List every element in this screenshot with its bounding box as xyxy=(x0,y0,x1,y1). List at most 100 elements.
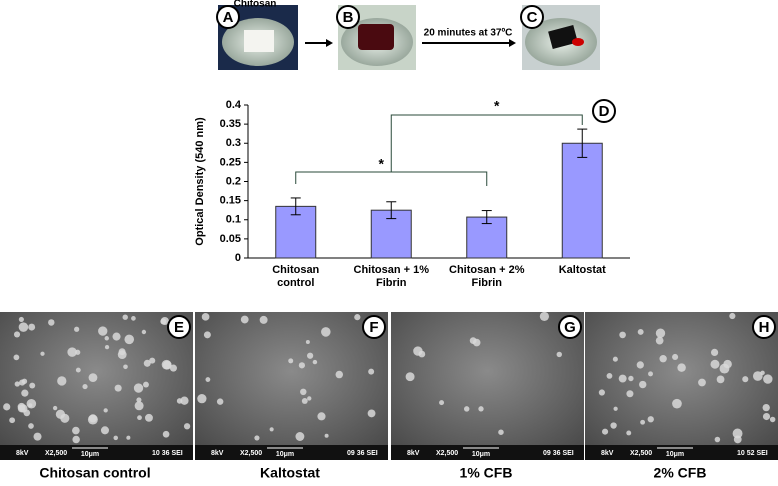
panel-label: G xyxy=(564,319,576,336)
cell xyxy=(13,354,20,361)
cell xyxy=(136,397,142,403)
cell xyxy=(74,326,80,332)
cell xyxy=(602,428,609,435)
cell xyxy=(103,408,108,413)
panel-label: A xyxy=(223,9,234,26)
cell xyxy=(606,373,613,379)
sem-panel: 8kV X2,500 10μm 09 36 SEI G xyxy=(391,311,584,460)
cell xyxy=(335,370,344,379)
cell xyxy=(145,413,153,422)
cell xyxy=(307,396,312,401)
cell xyxy=(677,363,686,372)
cell xyxy=(183,423,191,430)
cell xyxy=(413,346,423,356)
significance: * xyxy=(494,98,500,114)
blood-clot xyxy=(358,24,394,50)
cell xyxy=(21,389,29,397)
cell xyxy=(14,381,20,387)
y-tick-label: 0 xyxy=(235,252,241,264)
cell xyxy=(216,398,224,405)
cell xyxy=(9,417,16,424)
x-tick-label-box: Chitosan + 2% Fibrin xyxy=(449,264,525,289)
cell xyxy=(306,352,314,359)
cell xyxy=(762,403,770,412)
cell xyxy=(197,394,207,404)
cell xyxy=(205,377,211,382)
cell xyxy=(269,427,274,432)
panel-label: H xyxy=(759,319,770,336)
cell xyxy=(72,426,80,435)
cell xyxy=(648,371,653,377)
cell xyxy=(733,435,742,444)
cell xyxy=(104,336,109,341)
y-tick-label: 0.35 xyxy=(220,118,241,130)
cell xyxy=(123,364,128,370)
cell xyxy=(463,406,470,412)
sem-info-bar xyxy=(0,445,193,460)
cell xyxy=(763,374,773,384)
cell xyxy=(131,316,136,321)
y-tick-label: 0.3 xyxy=(226,137,241,149)
cell xyxy=(149,357,156,364)
cell xyxy=(637,328,644,335)
sem-image xyxy=(391,312,584,460)
cell xyxy=(113,435,119,441)
cell xyxy=(655,328,666,338)
sem-scale: 10μm xyxy=(81,451,99,458)
cell xyxy=(23,409,31,417)
sem-kv: 8kV xyxy=(601,450,614,457)
bracket xyxy=(295,171,488,186)
cell xyxy=(639,380,647,389)
cell xyxy=(716,375,725,384)
cell xyxy=(161,359,172,370)
cell xyxy=(672,353,679,361)
sem-info-bar xyxy=(195,445,388,460)
cell xyxy=(160,316,169,326)
cell xyxy=(48,319,55,326)
cell xyxy=(405,372,415,382)
arrow-label: 20 minutes at 37ºC xyxy=(424,28,513,39)
cell xyxy=(598,389,605,396)
cell xyxy=(40,351,45,356)
cell xyxy=(57,376,67,386)
cell xyxy=(305,340,310,345)
cell xyxy=(647,416,654,423)
cell xyxy=(18,322,29,332)
cell xyxy=(612,356,618,362)
sem-image xyxy=(585,312,778,460)
panel-label: D xyxy=(599,103,610,120)
cell xyxy=(472,338,481,347)
sem-info-bar xyxy=(585,445,778,460)
cell xyxy=(143,359,151,367)
cell xyxy=(618,374,627,383)
sem-mag: X2,500 xyxy=(240,450,262,457)
cell xyxy=(539,311,549,322)
cell xyxy=(732,428,743,439)
cell xyxy=(33,432,42,441)
sem-scale: 10μm xyxy=(276,451,294,458)
cell xyxy=(295,432,305,441)
cell xyxy=(659,355,667,363)
cell xyxy=(368,368,375,375)
y-tick-label: 0.15 xyxy=(220,195,241,207)
cell xyxy=(240,315,249,324)
cell xyxy=(254,435,260,441)
cell xyxy=(354,314,361,321)
y-tick-label: 0.05 xyxy=(220,233,241,245)
cell xyxy=(300,388,307,396)
cell xyxy=(655,336,664,345)
cell xyxy=(628,375,634,382)
sem-image xyxy=(0,312,193,460)
cell xyxy=(729,312,736,320)
cell xyxy=(640,419,646,425)
sem-mag: X2,500 xyxy=(436,450,458,457)
cell xyxy=(52,405,58,411)
cell xyxy=(100,426,109,435)
cell xyxy=(72,435,80,444)
sem-caption: Kaltostat xyxy=(260,465,320,481)
cell xyxy=(17,402,26,411)
cell xyxy=(742,376,749,383)
cell xyxy=(201,312,210,321)
clot xyxy=(548,24,578,50)
panel-badge xyxy=(558,315,582,339)
